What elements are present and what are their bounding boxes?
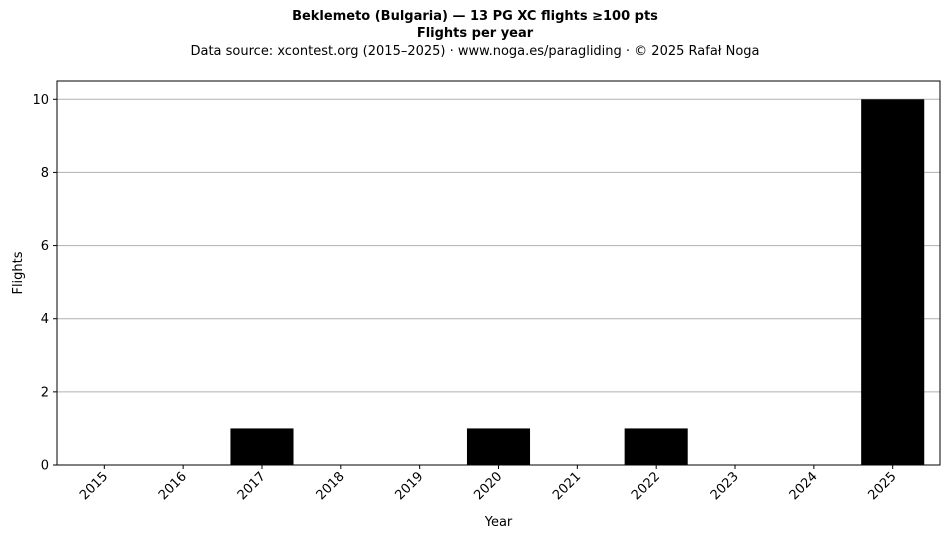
- y-axis-label: Flights: [11, 251, 26, 294]
- x-tick-label: 2022: [629, 469, 663, 503]
- y-tick-label: 10: [32, 93, 49, 108]
- x-tick-label: 2020: [471, 469, 505, 503]
- chart-title: Beklemeto (Bulgaria) — 13 PG XC flights …: [292, 9, 658, 24]
- plot-frame: [56, 80, 941, 466]
- bar-2025: [861, 99, 925, 466]
- y-axis: 0 2 4 6 8 10: [32, 93, 57, 474]
- x-tick-label: 2025: [866, 469, 900, 503]
- x-tick-label: 2024: [787, 469, 821, 503]
- y-tick-label: 0: [41, 459, 49, 474]
- chart-titles: Beklemeto (Bulgaria) — 13 PG XC flights …: [0, 8, 950, 61]
- x-tick-label: 2017: [235, 469, 269, 503]
- bars: [230, 99, 925, 466]
- y-tick-label: 6: [41, 239, 49, 254]
- bar-2022: [624, 428, 688, 465]
- x-tick-label: 2015: [77, 469, 111, 503]
- x-tick-label: 2023: [708, 469, 742, 503]
- x-tick-label: 2016: [156, 469, 190, 503]
- x-axis: 2015 2016 2017 2018 2019 2020 2021 2022 2023 2024…: [77, 465, 900, 503]
- data-source-note: Data source: xcontest.org (2015–2025) · …: [190, 44, 760, 59]
- gridlines: [57, 98, 940, 466]
- y-tick-label: 2: [41, 385, 49, 400]
- x-tick-label: 2018: [314, 469, 348, 503]
- bar-2017: [230, 428, 294, 465]
- y-tick-label: 4: [41, 312, 49, 327]
- chart-subtitle: Flights per year: [416, 26, 534, 41]
- bar-2020: [466, 428, 531, 465]
- x-axis-label: Year: [484, 515, 513, 530]
- y-tick-label: 8: [41, 166, 49, 181]
- x-tick-label: 2019: [392, 469, 426, 503]
- x-tick-label: 2021: [550, 469, 584, 503]
